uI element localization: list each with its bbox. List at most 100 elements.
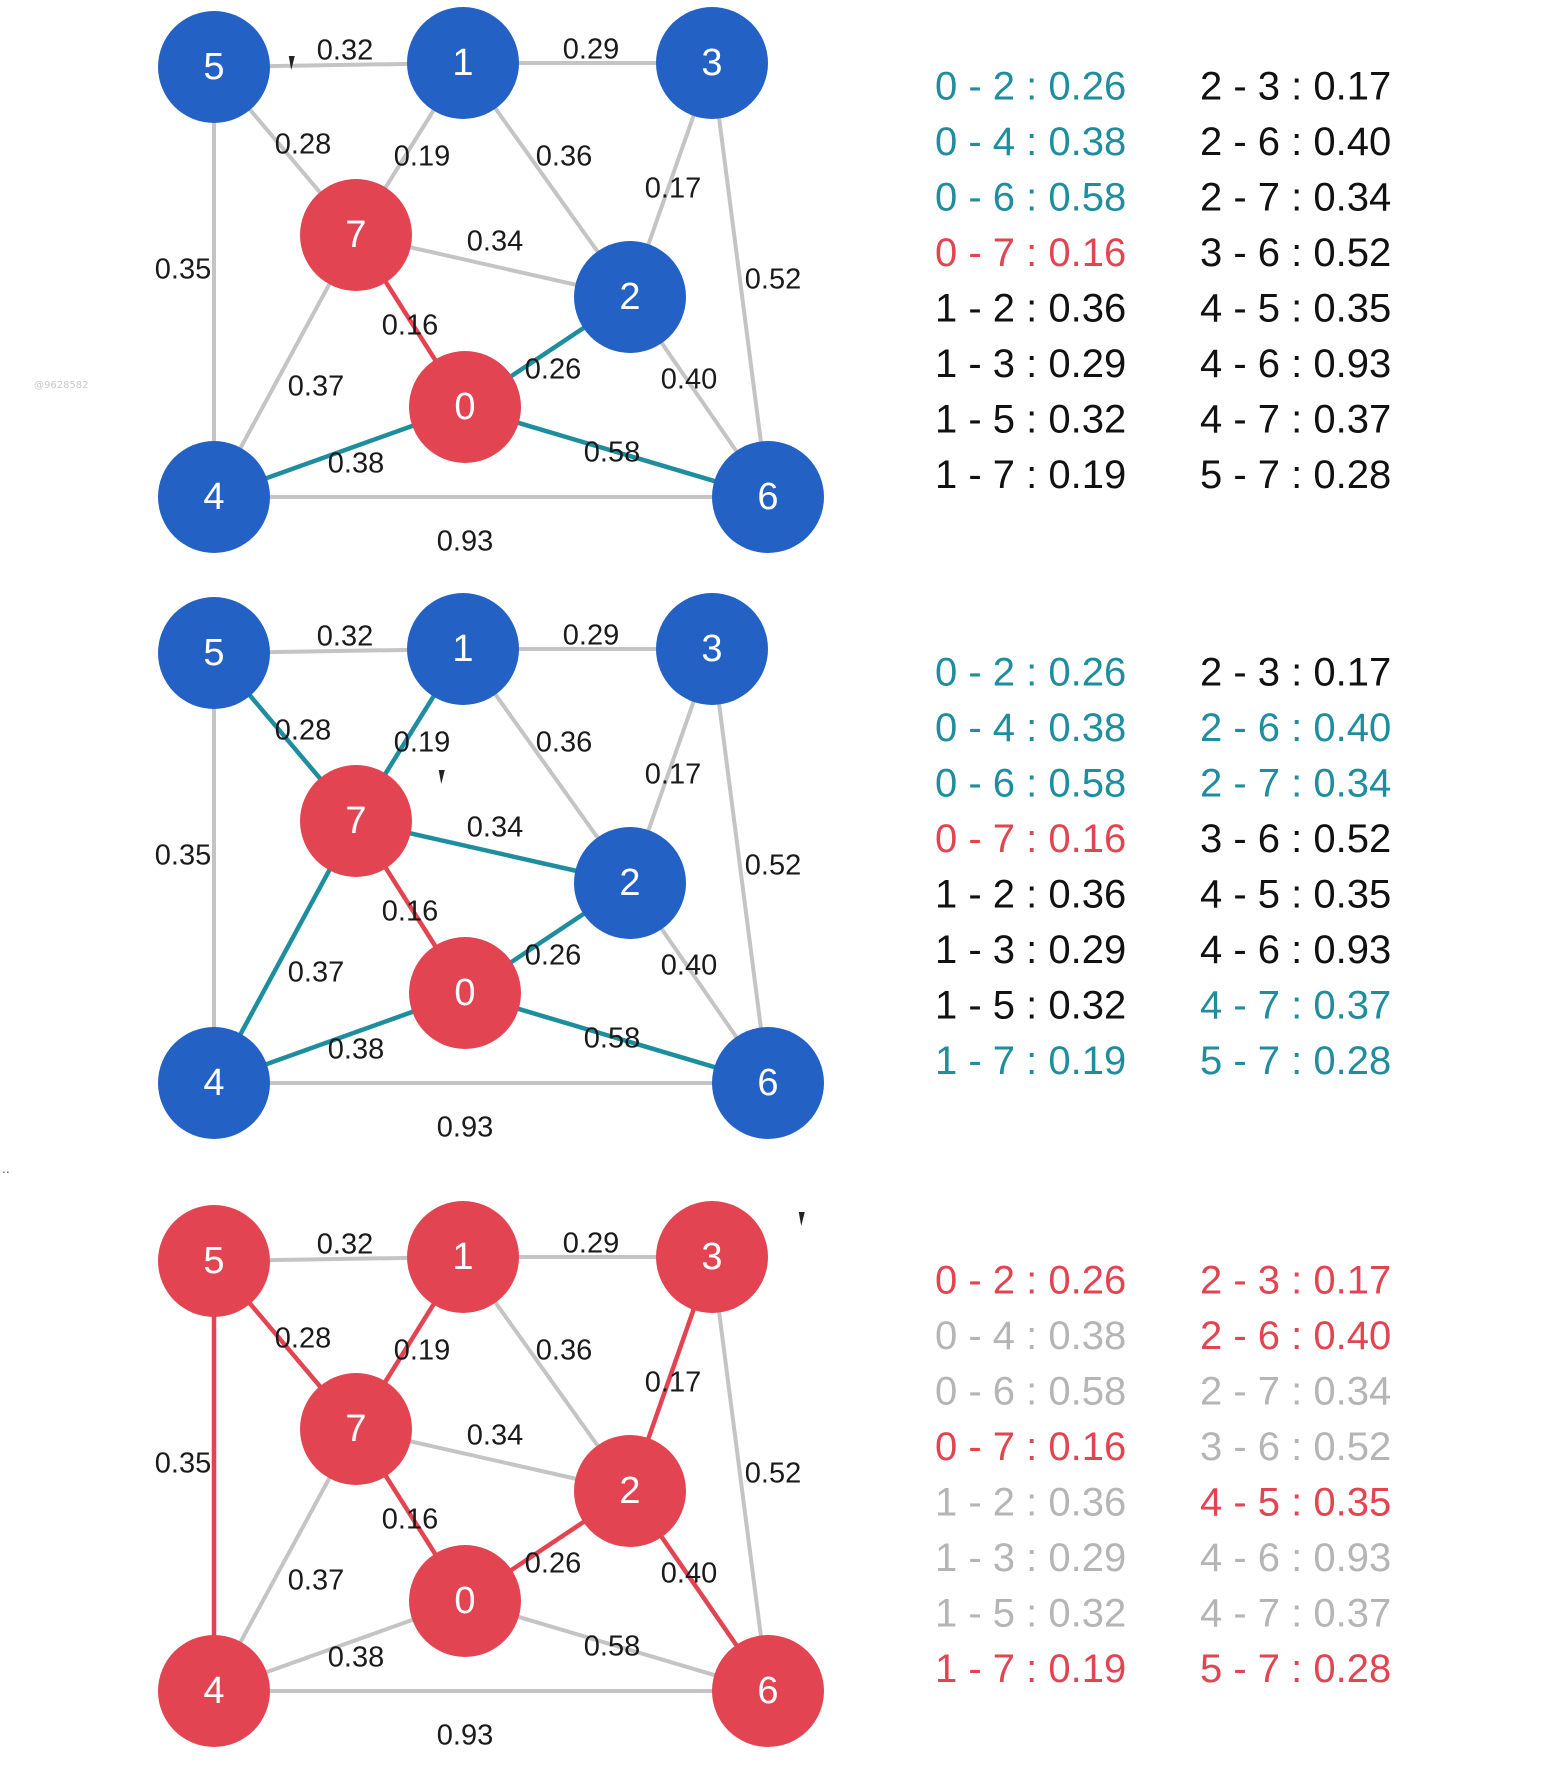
edge-list-entry: 0 - 2 : 0.26 [935,65,1126,109]
edge-list-3: 0 - 2 : 0.26 0 - 4 : 0.38 0 - 6 : 0.58 0 - … [935,1259,1391,1692]
node-0 [409,937,521,1049]
node-label-1: 1 [452,628,473,670]
edge-weight-label-0-2: 0.26 [525,940,581,972]
node-label-5: 5 [203,46,224,88]
edge-list-entry: 1 - 2 : 0.36 [935,1481,1126,1525]
edge-weight-label-5-7: 0.28 [275,715,331,747]
edge-weight-label-4-7: 0.37 [288,957,344,989]
edge-list-2: 0 - 2 : 0.26 0 - 4 : 0.38 0 - 6 : 0.58 0 - … [935,651,1391,1084]
edge-weight-label-4-5: 0.35 [155,254,211,286]
edge-list-entry: 0 - 2 : 0.26 [935,651,1126,695]
edge-list-entry: 1 - 7 : 0.19 [935,453,1126,497]
edge-weight-label-5-7: 0.28 [275,129,331,161]
node-5 [158,597,270,709]
edge-weight-label-2-3: 0.17 [645,759,701,791]
node-label-0: 0 [454,386,475,428]
edge-list-entry: 2 - 6 : 0.40 [1200,120,1391,164]
edge-list-entry: 2 - 3 : 0.17 [1200,651,1391,695]
node-3 [656,7,768,119]
edge-weight-label-2-6: 0.40 [661,950,717,982]
node-6 [712,1027,824,1139]
node-label-4: 4 [203,1670,224,1712]
edge-list-1: 0 - 2 : 0.26 0 - 4 : 0.38 0 - 6 : 0.58 0 - … [935,65,1391,498]
edge-list-entry: 5 - 7 : 0.28 [1200,453,1391,497]
edge-list-entry: 4 - 7 : 0.37 [1200,398,1391,442]
edge-list-entry: 4 - 5 : 0.35 [1200,873,1391,917]
edge-list-entry: 2 - 3 : 0.17 [1200,65,1391,109]
edge-weight-label-1-7: 0.19 [394,727,450,759]
edge-weight-label-0-2: 0.26 [525,1548,581,1580]
edge-weight-label-2-7: 0.34 [467,1420,523,1452]
edge-weight-label-2-7: 0.34 [467,812,523,844]
node-label-4: 4 [203,476,224,518]
edge-weight-label-4-7: 0.37 [288,371,344,403]
edge-list-entry: 4 - 5 : 0.35 [1200,287,1391,331]
edge-list-entry: 0 - 7 : 0.16 [935,817,1126,861]
edge-weight-label-1-7: 0.19 [394,1335,450,1367]
node-label-5: 5 [203,1240,224,1282]
edge-list-entry: 5 - 7 : 0.28 [1200,1039,1391,1083]
node-1 [407,593,519,705]
edge-list-entry: 3 - 6 : 0.52 [1200,817,1391,861]
node-label-4: 4 [203,1062,224,1104]
edge-weight-label-1-5: 0.32 [317,621,373,653]
edge-list-entry: 2 - 7 : 0.34 [1200,762,1391,806]
node-label-2: 2 [619,862,640,904]
node-5 [158,1205,270,1317]
edge-weight-label-1-3: 0.29 [563,620,619,652]
edge-list-entry: 4 - 6 : 0.93 [1200,928,1391,972]
edge-weight-label-0-4: 0.38 [328,448,384,480]
edge-list-entry: 0 - 4 : 0.38 [935,1314,1126,1358]
node-label-7: 7 [345,1408,366,1450]
node-label-6: 6 [757,1062,778,1104]
stray-mark: .. [2,1160,10,1176]
node-0 [409,351,521,463]
node-6 [712,1635,824,1747]
node-1 [407,7,519,119]
edge-weight-label-0-6: 0.58 [584,437,640,469]
edge-weight-label-0-2: 0.26 [525,354,581,386]
edge-list-entry: 0 - 2 : 0.26 [935,1259,1126,1303]
edge-list-entry: 2 - 7 : 0.34 [1200,176,1391,220]
edge-weight-label-0-7: 0.16 [382,896,438,928]
edge-list-entry: 1 - 5 : 0.32 [935,398,1126,442]
edge-weight-label-5-7: 0.28 [275,1323,331,1355]
edge-weight-label-1-7: 0.19 [394,141,450,173]
node-7 [300,179,412,291]
edge-weight-label-1-3: 0.29 [563,1228,619,1260]
edge-list-entry: 0 - 7 : 0.16 [935,1425,1126,1469]
edge-list-entry: 4 - 6 : 0.93 [1200,342,1391,386]
edge-list-entry: 1 - 7 : 0.19 [935,1039,1126,1083]
edge-list-entry: 2 - 6 : 0.40 [1200,1314,1391,1358]
edge-weight-label-0-6: 0.58 [584,1023,640,1055]
node-2 [574,827,686,939]
graph-panel-3: 0.26 0.38 0.58 0.16 0.36 0.29 0.32 0.19 0.17 0.40… [155,1201,824,1752]
node-1 [407,1201,519,1313]
edge-weight-label-4-5: 0.35 [155,1448,211,1480]
edge-weight-label-0-6: 0.58 [584,1631,640,1663]
edge-weight-label-2-6: 0.40 [661,364,717,396]
edge-list-entry: 4 - 5 : 0.35 [1200,1481,1391,1525]
node-label-2: 2 [619,1470,640,1512]
node-6 [712,441,824,553]
edge-list-entry: 1 - 3 : 0.29 [935,1536,1126,1580]
edge-weight-label-1-2: 0.36 [536,141,592,173]
edge-list-entry: 2 - 7 : 0.34 [1200,1370,1391,1414]
node-label-7: 7 [345,800,366,842]
node-3 [656,1201,768,1313]
node-label-6: 6 [757,1670,778,1712]
edge-list-entry: 1 - 5 : 0.32 [935,984,1126,1028]
graph-panel-2: 0.26 0.38 0.58 0.16 0.36 0.29 0.32 0.19 0.17 0.40… [155,593,824,1144]
node-label-2: 2 [619,276,640,318]
edge-weight-label-1-5: 0.32 [317,35,373,67]
edge-list-entry: 0 - 6 : 0.58 [935,762,1126,806]
edge-weight-label-4-6: 0.93 [437,1112,493,1144]
node-4 [158,1027,270,1139]
edge-list-entry: 3 - 6 : 0.52 [1200,1425,1391,1469]
edge-weight-label-4-6: 0.93 [437,1720,493,1752]
edge-weight-label-0-7: 0.16 [382,1504,438,1536]
edge-list-entry: 1 - 3 : 0.29 [935,342,1126,386]
node-5 [158,11,270,123]
